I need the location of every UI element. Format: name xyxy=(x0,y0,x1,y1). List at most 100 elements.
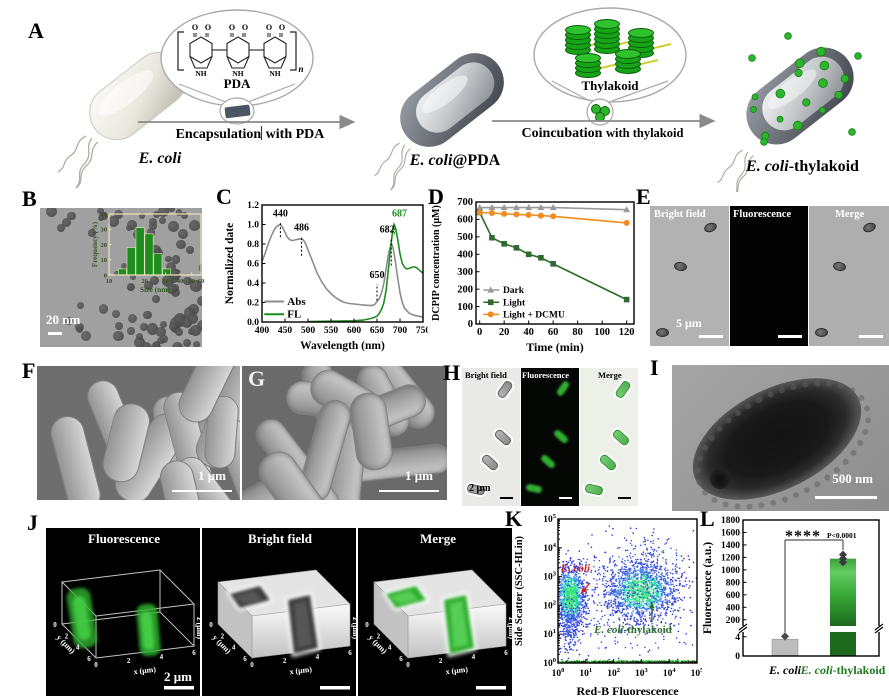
panel-e-microscopy: Bright field Fluorescence Merge 5 μm xyxy=(650,206,889,346)
svg-text:101: 101 xyxy=(579,667,592,679)
svg-text:0: 0 xyxy=(468,319,473,330)
svg-text:1600: 1600 xyxy=(721,529,740,539)
svg-text:2: 2 xyxy=(377,632,381,640)
svg-text:10: 10 xyxy=(106,278,113,285)
svg-text:1400: 1400 xyxy=(721,541,740,551)
arrow2-caption: Coincubation with thylakoid xyxy=(521,126,684,141)
svg-text:z (μm): z (μm) xyxy=(351,617,356,639)
svg-text:1.2: 1.2 xyxy=(247,201,259,211)
svg-text:0: 0 xyxy=(53,621,57,629)
svg-text:n: n xyxy=(298,64,303,74)
panel-label-e: E xyxy=(636,184,651,209)
panel-label-a: A xyxy=(28,18,44,43)
svg-text:300: 300 xyxy=(457,267,473,278)
panel-h-title-3: Merge xyxy=(598,370,622,380)
svg-text:2: 2 xyxy=(65,632,69,640)
svg-text:O: O xyxy=(205,23,211,32)
panel-j-title-2: Bright field xyxy=(248,531,312,546)
bacterium xyxy=(555,379,571,397)
panel-e-title-1: Bright field xyxy=(654,209,706,220)
svg-text:O: O xyxy=(266,23,272,32)
svg-text:40: 40 xyxy=(101,211,108,218)
svg-text:1.2: 1.2 xyxy=(199,622,200,632)
svg-text:0: 0 xyxy=(94,661,98,669)
svg-text:Wavelength (nm): Wavelength (nm) xyxy=(300,340,385,352)
svg-text:x (μm): x (μm) xyxy=(445,665,469,677)
svg-text:60: 60 xyxy=(548,327,559,338)
bacterium xyxy=(673,260,688,273)
svg-text:400: 400 xyxy=(457,249,473,260)
panel-e-sub-0 xyxy=(650,206,729,346)
panel-j-title-1: Fluorescence xyxy=(88,531,160,546)
bacterium xyxy=(479,452,500,472)
svg-text:6: 6 xyxy=(399,655,403,663)
bacterium xyxy=(862,220,878,234)
panel-e-sub-1 xyxy=(730,206,808,346)
panel-label-i: I xyxy=(650,355,659,380)
bacterium xyxy=(702,220,718,234)
panel-label-h: H xyxy=(443,360,461,385)
svg-text:4: 4 xyxy=(735,633,740,643)
svg-text:1.8: 1.8 xyxy=(355,632,356,642)
svg-text:1.2: 1.2 xyxy=(355,622,356,632)
panel-h-sub-2 xyxy=(580,368,638,506)
panel-b-scale-bar xyxy=(48,332,62,335)
svg-text:0.6: 0.6 xyxy=(247,260,259,270)
svg-text:Normalized date: Normalized date xyxy=(224,223,236,304)
svg-text:600: 600 xyxy=(347,326,362,336)
svg-text:2.4: 2.4 xyxy=(199,642,200,652)
panel-h-title-1: Bright field xyxy=(465,370,507,380)
svg-text:30: 30 xyxy=(101,227,108,234)
svg-text:103: 103 xyxy=(635,667,649,679)
bacterium xyxy=(493,427,514,447)
svg-text:Time (min): Time (min) xyxy=(526,340,583,354)
arrow1-caption: Encapsulation with PDA xyxy=(175,126,325,142)
svg-text:104: 104 xyxy=(663,667,677,679)
svg-text:40: 40 xyxy=(523,327,534,338)
svg-text:0.0: 0.0 xyxy=(199,601,200,611)
panel-e-title-2: Fluorescence xyxy=(733,209,792,220)
svg-text:2: 2 xyxy=(127,657,131,665)
svg-text:Abs: Abs xyxy=(287,296,306,308)
svg-text:DCPIP concentration (μM): DCPIP concentration (μM) xyxy=(431,205,442,321)
svg-text:40: 40 xyxy=(177,278,184,285)
svg-text:NH: NH xyxy=(232,69,243,78)
svg-text:500: 500 xyxy=(301,326,316,336)
svg-text:2.4: 2.4 xyxy=(355,642,356,652)
bacterium xyxy=(553,428,570,445)
panel-d-dcpip-chart: 0 20 40 60 80 100 120 0 100 200 300 400 500 600 700 Tim… xyxy=(431,197,635,354)
svg-text:0.6: 0.6 xyxy=(511,611,512,621)
svg-text:0: 0 xyxy=(250,661,254,669)
svg-text:0: 0 xyxy=(735,652,740,662)
svg-text:2: 2 xyxy=(221,632,225,640)
svg-text:104: 104 xyxy=(543,542,557,554)
svg-text:20: 20 xyxy=(101,242,108,249)
panel-c-spectra-chart: 400 450 500 550 600 650 700 750 0.0 0.2 0.4 0.6 0.8 1… xyxy=(224,201,428,352)
panel-j-title-3: Merge xyxy=(419,531,457,546)
svg-text:101: 101 xyxy=(543,628,556,640)
svg-text:800: 800 xyxy=(726,579,741,589)
svg-text:120: 120 xyxy=(619,327,635,338)
svg-text:Frequency (%): Frequency (%) xyxy=(92,221,99,267)
svg-text:1.8: 1.8 xyxy=(511,632,512,642)
scale-text: 1 μm xyxy=(405,468,433,483)
svg-text:440: 440 xyxy=(273,209,288,220)
svg-text:650: 650 xyxy=(370,326,385,336)
sem-bacterium xyxy=(47,412,104,500)
panel-b-scale-text: 20 nm xyxy=(46,312,81,327)
svg-text:100: 100 xyxy=(457,302,473,313)
bacterium xyxy=(611,427,632,447)
panel-l-fluorescence-bar: 0 4 200 400 600 800 1000 1200 1400 1600 1800 **** P<… xyxy=(702,516,886,677)
svg-text:1200: 1200 xyxy=(721,554,740,564)
panel-label-j: J xyxy=(27,510,38,535)
svg-text:Fluorescence (a.u.): Fluorescence (a.u.) xyxy=(702,542,714,634)
svg-text:4: 4 xyxy=(232,644,236,652)
svg-text:750: 750 xyxy=(416,326,428,336)
svg-text:2: 2 xyxy=(439,657,443,665)
svg-text:1.8: 1.8 xyxy=(199,632,200,642)
panel-j-3d-confocal: 024602460.00.61.21.82.4x (μm)y (μm)z (μm… xyxy=(46,528,512,696)
panel-h-scale-text: 2 μm xyxy=(469,483,491,494)
svg-text:105: 105 xyxy=(543,513,557,525)
